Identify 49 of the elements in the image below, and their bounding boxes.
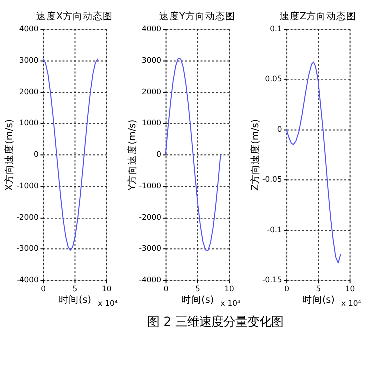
line-series [165,58,222,252]
y-tick-label: -4000 [139,276,162,285]
x-axis-title: 时间(s) [302,294,335,306]
y-tick-label: -2000 [139,212,162,222]
y-tick-label: 1000 [19,118,39,128]
x-tick-label: 0 [41,284,46,294]
y-tick-label: 0 [156,150,162,160]
y-tick-label: 0.1 [270,24,282,34]
y-axis-title: Z方向速度(m/s) [250,119,262,191]
y-tick-label: -3000 [16,244,39,254]
y-tick-label: 4000 [142,24,162,34]
y-tick-label: 0 [277,124,282,134]
x-tick-label: 5 [195,284,200,294]
y-tick-label: -0.05 [262,175,282,184]
text: x 10⁴ [98,299,118,308]
y-tick-label: -2000 [16,212,39,222]
y-axis-title: X方向速度(m/s) [4,119,16,191]
text: x 10⁴ [220,299,241,308]
line-series [286,62,342,264]
y-tick-label: 2000 [142,87,162,96]
y-tick-label: 3000 [142,56,162,65]
x-tick-label: 10 [345,284,356,294]
y-tick-label: -4000 [16,276,39,285]
caption: 图 2 三维速度分量变化图 [148,314,284,330]
y-tick-label: -3000 [139,244,162,254]
y-tick-label: 4000 [19,24,39,34]
line-series [42,58,99,251]
y-tick-label: -0.15 [262,276,282,285]
x-tick-label: 0 [164,284,169,294]
y-tick-label: 0.05 [265,74,282,84]
y-tick-label: -1000 [139,181,162,190]
y-tick-label: 1000 [142,118,162,128]
x-tick-label: 10 [102,284,112,294]
x-axis-title: 时间(s) [182,294,214,306]
chart-title: 速度X方向动态图 [36,10,114,23]
y-axis-title: Y方向速度(m/s) [126,120,138,192]
y-tick-label: -1000 [16,181,39,190]
text: x 10⁴ [342,299,362,308]
x-tick-label: 10 [224,284,235,294]
x-tick-label: 5 [72,284,78,294]
x-tick-label: 0 [284,284,290,294]
x-tick-label: 5 [316,284,322,294]
chart-title: 速度Y方向动态图 [160,10,236,23]
y-tick-label: -0.1 [267,225,282,234]
x-axis-title: 时间(s) [59,294,92,306]
y-tick-label: 0 [34,150,39,160]
chart-title: 速度Z方向动态图 [280,10,356,23]
y-tick-label: 3000 [19,56,39,65]
y-tick-label: 2000 [19,87,39,96]
